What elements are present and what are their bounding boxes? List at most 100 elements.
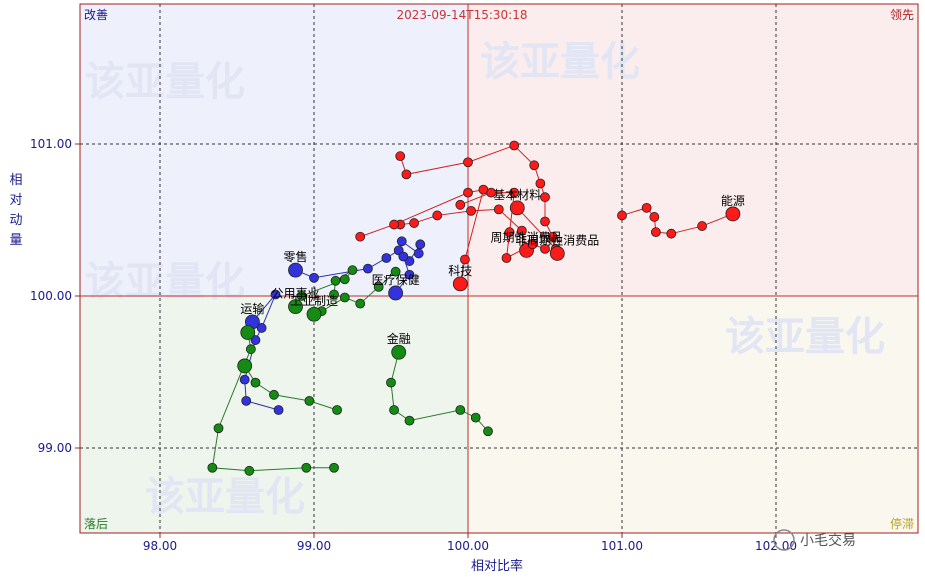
series-point: [339, 274, 350, 285]
watermark-text: 该亚量化: [145, 474, 305, 520]
point-label: 能源: [721, 194, 745, 208]
series-point: [404, 269, 415, 280]
x-axis-title: 相对比率: [471, 558, 523, 574]
series-point: [529, 160, 540, 171]
y-axis-title-char: 相: [9, 173, 22, 188]
watermark-text: 该亚量化: [85, 259, 245, 305]
series-point: [666, 228, 677, 239]
point-label: 公用事业: [272, 287, 320, 301]
series-point: [389, 219, 399, 230]
brand-text: 小毛交易: [800, 532, 856, 549]
series-point: [470, 412, 481, 423]
x-tick-label: 101.00: [601, 539, 643, 553]
series-point: [540, 243, 550, 254]
series-6: [388, 251, 415, 301]
series-point: [395, 151, 406, 162]
point-label: 科技: [448, 264, 472, 278]
series-point: [535, 178, 546, 189]
quadrant-label-leading: 领先: [890, 8, 914, 22]
series-point: [649, 212, 660, 222]
series-head-point: [509, 200, 525, 216]
series-point: [213, 423, 224, 434]
series-point: [617, 210, 627, 221]
series-point: [207, 462, 218, 473]
point-label: 金融: [387, 331, 411, 346]
series-point: [463, 187, 473, 198]
series-point: [455, 405, 466, 415]
series-point: [270, 289, 281, 300]
y-axis-title-char: 对: [9, 193, 22, 208]
series-head-point: [237, 358, 253, 374]
plot-frame: [79, 3, 919, 534]
series-point: [269, 389, 279, 400]
series-head-point: [388, 285, 404, 301]
series-trails: [207, 140, 741, 476]
series-point: [466, 205, 476, 216]
series-point: [483, 426, 493, 437]
series-point: [509, 187, 520, 198]
series-0: [617, 202, 741, 239]
quadrant-label-lagging: 落后: [84, 517, 108, 531]
series-point: [241, 395, 252, 406]
series-head-point: [288, 262, 303, 278]
series-head-point: [452, 276, 468, 292]
x-tick-label: 98.00: [143, 539, 177, 553]
series-point: [409, 218, 420, 228]
series-point: [250, 335, 261, 345]
y-axis-title-char: 量: [9, 233, 22, 248]
watermark-text: 该亚量化: [725, 314, 885, 360]
quadrant-weakening-bg: [468, 296, 918, 533]
point-label: 基本材料: [493, 188, 541, 202]
series-point: [309, 272, 319, 283]
series-head-point: [549, 246, 565, 261]
point-label: 运输: [240, 301, 264, 316]
brand-mark: 小毛交易: [773, 529, 856, 551]
point-label: 工业制造: [290, 294, 338, 308]
series-point: [501, 253, 512, 263]
series-point: [296, 291, 307, 301]
series-point: [460, 254, 470, 265]
series-point: [245, 344, 256, 355]
series-head-point: [240, 325, 256, 340]
quadrant-label-weakening: 停滞: [890, 516, 914, 531]
series-point: [362, 263, 373, 274]
series-point: [641, 202, 652, 213]
quadrant-label-improving: 改善: [84, 7, 108, 22]
series-point: [547, 231, 558, 242]
series-point: [301, 462, 312, 473]
y-axis-title-char: 动: [9, 213, 22, 228]
series-point: [386, 377, 396, 388]
wechat-icon: [773, 529, 795, 551]
series-point: [504, 227, 515, 238]
series-point: [540, 216, 550, 227]
series-head-point: [725, 206, 741, 222]
y-tick-label: 100.00: [30, 289, 72, 303]
series-point: [398, 251, 409, 262]
series-point: [390, 266, 401, 277]
series-point: [413, 248, 424, 259]
series-point: [256, 323, 267, 333]
series-point: [355, 231, 366, 242]
watermark-text: 该亚量化: [85, 59, 245, 105]
series-point: [373, 281, 384, 292]
series-4: [355, 184, 489, 292]
series-point: [455, 199, 466, 210]
series-point: [329, 462, 339, 473]
series-8: [288, 265, 358, 315]
series-3: [455, 187, 565, 263]
series-12: [237, 358, 343, 415]
series-head-point: [288, 299, 303, 315]
point-label: 零售: [284, 249, 308, 264]
series-point: [330, 275, 341, 286]
series-point: [381, 253, 392, 263]
series-point: [697, 221, 707, 231]
y-tick-label: 101.00: [30, 137, 72, 151]
grid-lines: [80, 4, 918, 533]
x-tick-label: 100.00: [447, 539, 489, 553]
series-1: [395, 140, 561, 254]
quadrant-improving-bg: [80, 4, 468, 296]
series-point: [329, 289, 339, 300]
quadrant-lagging-bg: [80, 296, 468, 533]
